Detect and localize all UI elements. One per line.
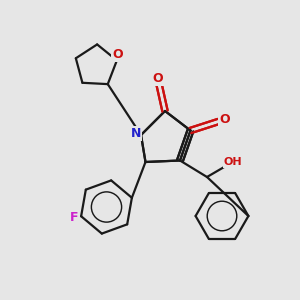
Text: O: O bbox=[219, 112, 230, 126]
Text: F: F bbox=[69, 211, 78, 224]
Text: N: N bbox=[131, 127, 142, 140]
Text: F: F bbox=[69, 211, 78, 224]
Text: N: N bbox=[131, 127, 142, 140]
Text: O: O bbox=[152, 72, 163, 85]
Text: O: O bbox=[112, 48, 123, 61]
Text: OH: OH bbox=[224, 157, 242, 167]
Text: O: O bbox=[112, 48, 123, 61]
Text: O: O bbox=[219, 112, 230, 126]
Text: OH: OH bbox=[224, 157, 242, 167]
Text: O: O bbox=[152, 72, 163, 85]
